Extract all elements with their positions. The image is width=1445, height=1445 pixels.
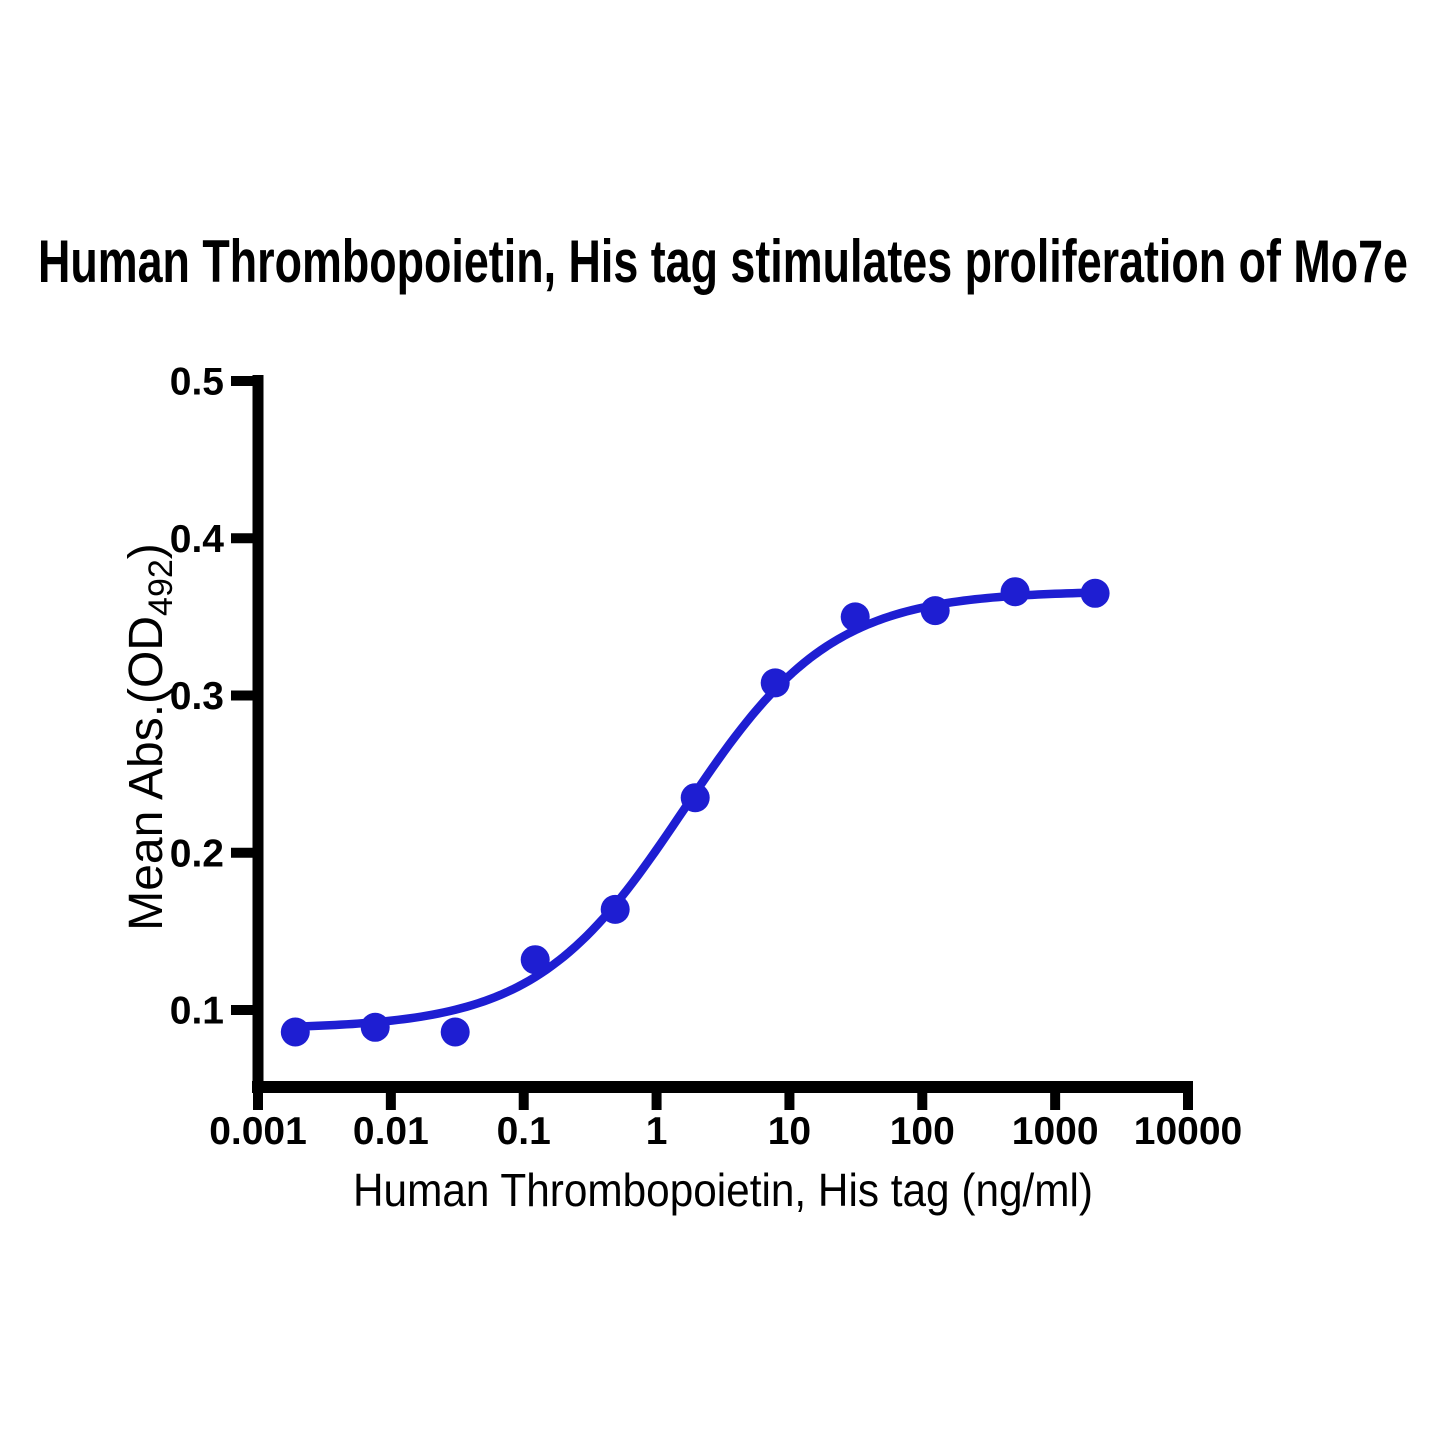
y-tick-label: 0.4 [170, 518, 225, 561]
data-point [760, 668, 790, 698]
data-points [280, 577, 1110, 1047]
data-point [280, 1017, 310, 1047]
data-point [920, 596, 950, 626]
x-tick-label: 1 [646, 1110, 668, 1153]
x-tick-label: 0.01 [353, 1110, 429, 1153]
y-axis-title-pre: Mean Abs.(OD [120, 616, 173, 931]
data-point [600, 894, 630, 924]
data-point [520, 945, 550, 975]
x-tick-label: 10000 [1134, 1110, 1242, 1153]
y-axis-ticks: 0.1 0.2 0.3 0.4 0.5 [170, 361, 253, 1033]
x-tick-label: 1000 [1012, 1110, 1099, 1153]
data-point [360, 1012, 390, 1042]
x-tick-label: 100 [890, 1110, 955, 1153]
x-axis-ticks: 0.001 0.01 0.1 1 10 100 1000 10000 [209, 1087, 1242, 1153]
data-point [1000, 577, 1030, 607]
y-axis-title-subscript: 492 [142, 559, 180, 616]
x-tick-label: 0.1 [497, 1110, 551, 1153]
data-point [1080, 578, 1110, 608]
y-tick-label: 0.2 [170, 832, 224, 875]
data-point [680, 783, 710, 813]
data-point [440, 1017, 470, 1047]
x-tick-label: 0.001 [209, 1110, 307, 1153]
chart-title: Human Thrombopoietin, His tag stimulates… [38, 228, 1408, 295]
y-axis-title-post: ) [120, 543, 173, 559]
x-tick-label: 10 [768, 1110, 811, 1153]
y-tick-label: 0.3 [170, 675, 224, 718]
data-point [840, 602, 870, 632]
x-axis-title: Human Thrombopoietin, His tag (ng/ml) [353, 1164, 1093, 1216]
y-axis-title: Mean Abs.(OD492) [120, 543, 180, 931]
y-tick-label: 0.5 [170, 361, 224, 404]
y-tick-label: 0.1 [170, 990, 224, 1033]
